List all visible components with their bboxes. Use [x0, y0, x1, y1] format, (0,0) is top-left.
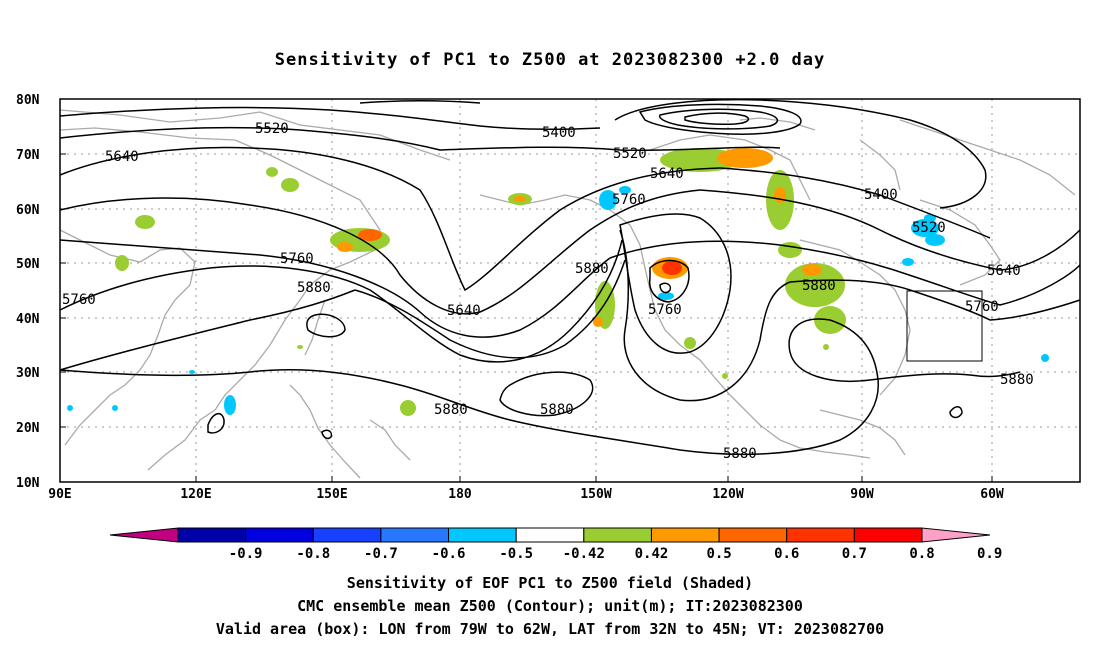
colorbar-label: -0.6	[432, 546, 466, 562]
colorbar-label: 0.7	[842, 546, 867, 562]
colorbar-swatch	[312, 527, 382, 543]
lon-label: 90W	[850, 487, 874, 502]
latitude-labels: 80N 70N 60N 50N 40N 30N 20N 10N	[16, 93, 40, 491]
lon-label: 150W	[580, 487, 611, 502]
colorbar-label: -0.42	[563, 546, 605, 562]
contour-label: 5760	[62, 292, 96, 308]
lon-label: 120W	[712, 487, 743, 502]
contour-label: 5520	[613, 146, 647, 162]
contour-label: 5640	[987, 263, 1021, 279]
colorbar-label: -0.9	[229, 546, 263, 562]
contour-label: 5880	[723, 446, 757, 462]
colorbar-swatch	[245, 527, 314, 543]
lon-label: 90E	[48, 487, 71, 502]
lat-label: 50N	[16, 257, 40, 272]
colorbar-label: 0.42	[635, 546, 669, 562]
contour-label: 5880	[802, 278, 836, 294]
colorbar-swatch	[718, 527, 788, 543]
colorbar-swatch	[583, 527, 652, 543]
lat-label: 10N	[16, 476, 40, 491]
colorbar-min-arrow	[109, 527, 179, 543]
longitude-labels: 90E 120E 150E 180 150W 120W 90W 60W	[48, 487, 1004, 502]
contour-labels: 5520 5640 5400 5520 5640 5760 5400 5520 …	[62, 121, 1034, 462]
colorbar: -0.9 -0.8 -0.7 -0.6 -0.5 -0.42 0.42 0.5 0.6 0.7 0.…	[109, 527, 1002, 562]
colorbar-label: 0.5	[706, 546, 731, 562]
colorbar-swatch	[853, 527, 923, 543]
lon-label: 60W	[980, 487, 1004, 502]
lon-label: 120E	[180, 487, 211, 502]
lat-label: 80N	[16, 93, 40, 108]
sensitivity-shading	[67, 148, 1049, 416]
colorbar-label: 0.6	[774, 546, 799, 562]
colorbar-swatch	[177, 527, 247, 543]
z500-contours	[59, 98, 1081, 456]
lat-label: 40N	[16, 312, 40, 327]
colorbar-swatch	[515, 527, 585, 543]
contour-label: 5880	[297, 280, 331, 296]
contour-label: 5400	[864, 187, 898, 203]
axis-ticks	[60, 98, 993, 483]
colorbar-label: -0.7	[364, 546, 398, 562]
contour-label: 5760	[280, 251, 314, 267]
contour-label: 5640	[650, 166, 684, 182]
colorbar-max-arrow	[921, 527, 991, 543]
footer-line-3: Valid area (box): LON from 79W to 62W, L…	[215, 620, 885, 638]
page-title: Sensitivity of PC1 to Z500 at 2023082300…	[274, 50, 826, 70]
contour-label: 5880	[540, 402, 574, 418]
colorbar-label: 0.9	[977, 546, 1002, 562]
colorbar-label: -0.8	[296, 546, 330, 562]
colorbar-swatch	[380, 527, 450, 543]
contour-label: 5640	[105, 149, 139, 165]
contour-label: 5520	[912, 220, 946, 236]
valid-area-box	[906, 290, 983, 362]
contour-label: 5880	[434, 402, 468, 418]
lat-label: 60N	[16, 203, 40, 218]
colorbar-swatch	[448, 527, 517, 543]
contour-label: 5880	[1000, 372, 1034, 388]
lat-label: 20N	[16, 421, 40, 436]
lon-label: 150E	[316, 487, 347, 502]
contour-label: 5520	[255, 121, 289, 137]
footer-line-2: CMC ensemble mean Z500 (Contour); unit(m…	[297, 597, 803, 615]
colorbar-label: 0.8	[909, 546, 934, 562]
contour-label: 5880	[575, 261, 609, 277]
coastlines	[59, 109, 1076, 479]
contour-label: 5400	[542, 125, 576, 141]
contour-label: 5760	[612, 192, 646, 208]
colorbar-label: -0.5	[499, 546, 533, 562]
footer-line-1: Sensitivity of EOF PC1 to Z500 field (Sh…	[346, 574, 754, 592]
contour-label: 5760	[648, 302, 682, 318]
lat-lon-grid	[60, 99, 1080, 482]
lat-label: 70N	[16, 148, 40, 163]
lon-label: 180	[448, 487, 472, 502]
colorbar-swatch	[786, 527, 855, 543]
colorbar-swatch	[650, 527, 720, 543]
map-border	[59, 98, 1081, 483]
contour-label: 5640	[447, 303, 481, 319]
lat-label: 30N	[16, 366, 40, 381]
